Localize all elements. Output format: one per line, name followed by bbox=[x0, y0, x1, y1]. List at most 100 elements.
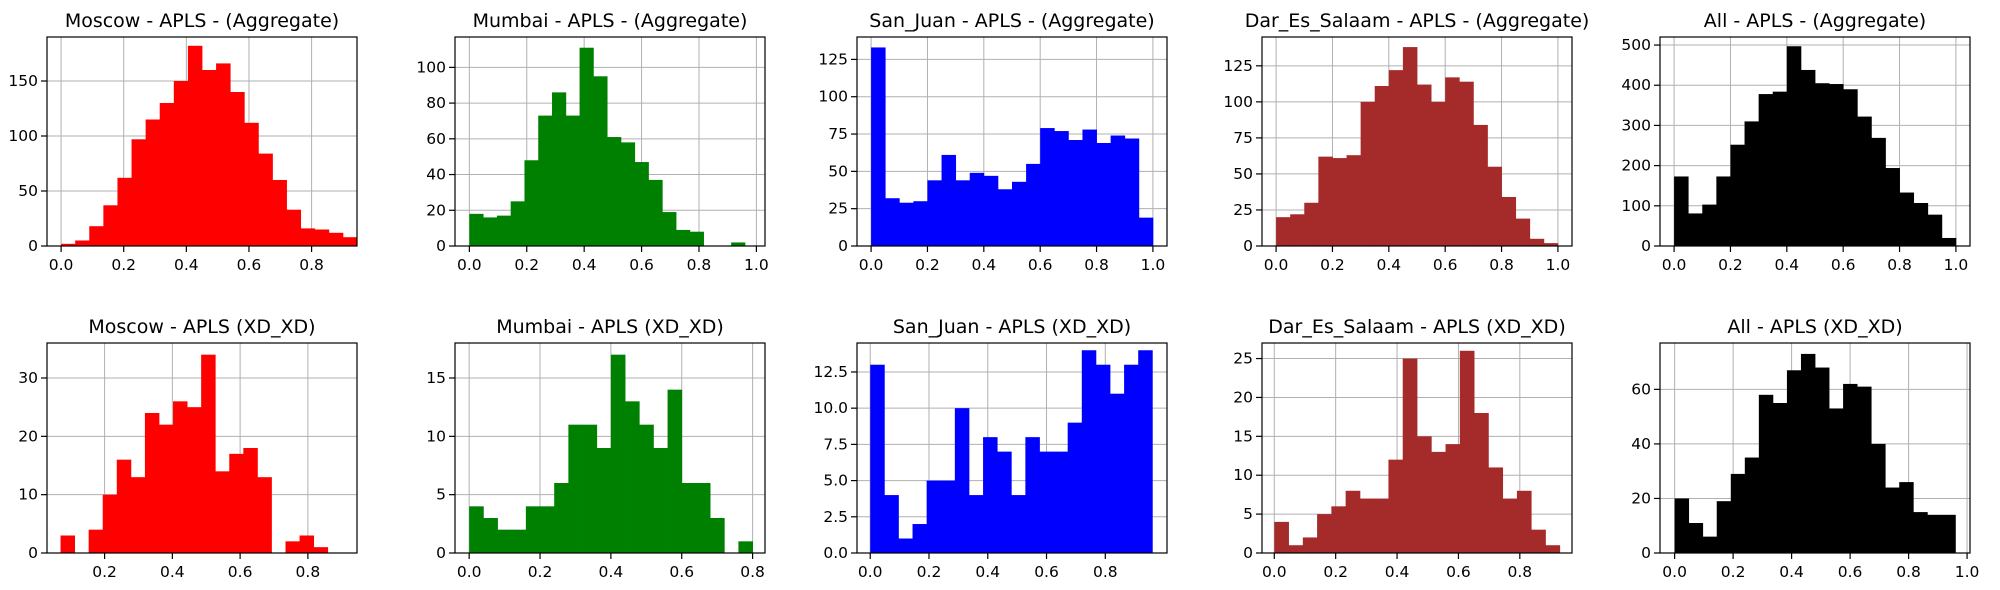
histogram-bar bbox=[510, 201, 525, 246]
histogram-bar bbox=[285, 541, 300, 553]
histogram-bar bbox=[1011, 495, 1026, 553]
histogram-panel-1: 0.0 0.2 0.4 0.6 0.8 1.0 0 20 40 60 80 100 Mumbai - A… bbox=[416, 10, 768, 274]
histogram-bar bbox=[60, 535, 76, 553]
histogram-bar bbox=[681, 483, 697, 553]
x-tick-label: 0.4 bbox=[971, 256, 996, 274]
histogram-bar bbox=[257, 477, 272, 553]
histogram-panel-0: 0.0 0.2 0.4 0.6 0.8 0 50 100 150 Moscow - APLS - … bbox=[8, 10, 358, 274]
x-tick-label: 0.6 bbox=[1433, 256, 1458, 274]
histogram-bar bbox=[927, 180, 942, 246]
y-tick-label: 5 bbox=[436, 486, 446, 504]
histogram-bar bbox=[1545, 545, 1561, 553]
histogram-bar bbox=[1885, 487, 1900, 553]
histogram-bar bbox=[286, 209, 302, 246]
y-tick-label: 10 bbox=[1233, 466, 1253, 484]
x-tick-label: 0.0 bbox=[1262, 563, 1287, 581]
histogram-bar bbox=[625, 401, 640, 553]
axes-frame bbox=[46, 36, 358, 247]
histogram-bar bbox=[1730, 144, 1745, 246]
histogram-bar bbox=[1290, 214, 1305, 246]
x-tick-label: 0.2 bbox=[92, 563, 117, 581]
histogram-bar bbox=[969, 172, 985, 246]
chart-title: All - APLS - (Aggregate) bbox=[1704, 10, 1926, 32]
histogram-bar bbox=[1417, 84, 1432, 246]
x-tick-label: 0.8 bbox=[1896, 563, 1921, 581]
histogram-bar bbox=[1941, 514, 1956, 553]
x-tick-label: 1.0 bbox=[1944, 256, 1969, 274]
y-tick-label: 5 bbox=[1243, 505, 1253, 523]
histogram-bar bbox=[1531, 529, 1546, 553]
histogram-bar bbox=[1274, 521, 1289, 553]
chart-title: Mumbai - APLS - (Aggregate) bbox=[473, 10, 748, 32]
histogram-bar bbox=[1800, 69, 1816, 246]
histogram-bar bbox=[1431, 101, 1446, 247]
histogram-bar bbox=[689, 231, 704, 246]
histogram-bar bbox=[870, 364, 885, 553]
histogram-bar bbox=[1474, 413, 1489, 553]
histogram-bar bbox=[525, 506, 541, 553]
histogram-bar bbox=[538, 115, 553, 246]
histogram-bar bbox=[1772, 91, 1788, 247]
y-tick-label: 300 bbox=[1621, 116, 1651, 134]
histogram-bar bbox=[1941, 237, 1957, 246]
histogram-bar bbox=[1772, 403, 1788, 553]
x-tick-label: 0.8 bbox=[687, 256, 712, 274]
x-tick-label: 0.6 bbox=[1838, 563, 1863, 581]
histogram-bar bbox=[1786, 370, 1802, 553]
y-tick-label: 0 bbox=[436, 544, 446, 562]
axes-frame bbox=[1261, 36, 1573, 247]
histogram-panel-7: 0.0 0.2 0.4 0.6 0.8 0.0 2.5 5.0 7.5 10.0 12.5 San_J… bbox=[813, 316, 1168, 581]
x-tick-label: 1.0 bbox=[1955, 563, 1980, 581]
y-tick-label: 20 bbox=[1631, 489, 1651, 507]
histogram-bar bbox=[1402, 47, 1418, 246]
y-tick-label: 100 bbox=[8, 127, 38, 145]
histogram-bar bbox=[1702, 204, 1717, 246]
y-tick-label: 2.5 bbox=[823, 508, 848, 526]
histogram-bar bbox=[639, 424, 654, 553]
y-tick-label: 40 bbox=[426, 166, 446, 184]
histogram-bar bbox=[173, 401, 188, 553]
histogram-bar bbox=[1843, 89, 1858, 246]
histogram-bar bbox=[1716, 501, 1732, 553]
x-tick-label: 0.0 bbox=[858, 563, 883, 581]
x-tick-label: 0.8 bbox=[299, 256, 324, 274]
histogram-bar bbox=[565, 115, 580, 246]
x-tick-label: 1.0 bbox=[1546, 256, 1571, 274]
y-tick-label: 5.0 bbox=[823, 472, 848, 490]
histogram-bar bbox=[117, 177, 132, 246]
histogram-bar bbox=[540, 506, 555, 553]
x-tick-label: 0.6 bbox=[669, 563, 694, 581]
histogram-bar bbox=[1110, 135, 1126, 246]
chart-title: Moscow - APLS - (Aggregate) bbox=[65, 10, 339, 32]
y-tick-label: 100 bbox=[416, 58, 446, 76]
histogram-bar bbox=[1445, 77, 1460, 247]
histogram-bar bbox=[1374, 86, 1390, 246]
histogram-bar bbox=[983, 175, 999, 246]
histogram-bar bbox=[1053, 451, 1069, 553]
x-tick-label: 0.6 bbox=[228, 563, 253, 581]
histogram-bar bbox=[997, 189, 1013, 246]
x-tick-label: 0.0 bbox=[457, 256, 482, 274]
histogram-bar bbox=[579, 47, 594, 246]
histogram-bar bbox=[1026, 163, 1041, 246]
histogram-bar bbox=[1829, 408, 1844, 553]
histogram-bar bbox=[1096, 142, 1112, 246]
histogram-bar bbox=[593, 76, 608, 246]
y-tick-label: 0 bbox=[28, 237, 38, 255]
histogram-bar bbox=[1417, 436, 1432, 553]
histogram-bar bbox=[1674, 498, 1690, 553]
x-tick-label: 1.0 bbox=[1141, 256, 1166, 274]
x-tick-label: 0.4 bbox=[160, 563, 185, 581]
y-tick-label: 10 bbox=[426, 427, 446, 445]
histogram-bar bbox=[582, 424, 598, 553]
y-tick-label: 15 bbox=[1233, 427, 1253, 445]
histogram-bar bbox=[1388, 459, 1404, 553]
histogram-bar bbox=[1276, 217, 1291, 246]
histogram-bar bbox=[1871, 137, 1886, 246]
chart-title: San_Juan - APLS (XD_XD) bbox=[893, 316, 1131, 338]
axes-frame bbox=[856, 342, 1168, 554]
histogram-bar bbox=[1345, 490, 1361, 553]
histogram-bar bbox=[1346, 155, 1362, 246]
histogram-bar bbox=[610, 354, 626, 553]
